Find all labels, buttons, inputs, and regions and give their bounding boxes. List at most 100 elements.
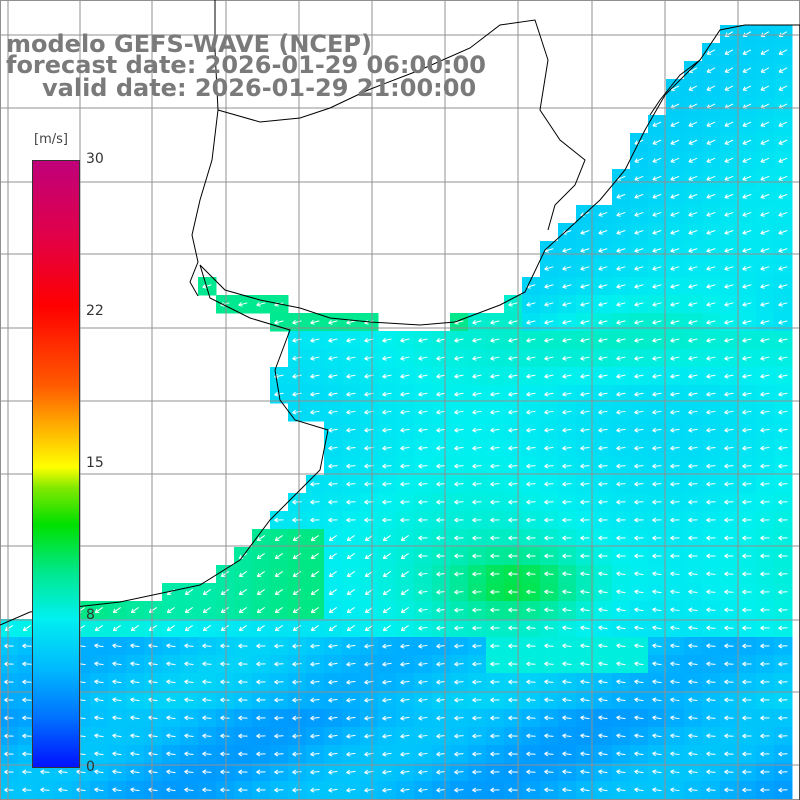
wind-arrow: [346, 661, 356, 667]
wind-arrow: [598, 607, 608, 613]
wind-arrow: [634, 211, 644, 217]
wind-arrow: [436, 607, 446, 613]
wind-arrow: [580, 625, 590, 631]
wind-arrow: [742, 301, 752, 307]
wind-arrow: [454, 679, 464, 685]
wind-arrow: [724, 679, 734, 685]
wind-arrow: [670, 248, 680, 253]
wind-arrow: [112, 697, 122, 703]
wind-arrow: [400, 643, 410, 649]
wind-arrow: [310, 553, 319, 560]
wind-arrow: [220, 661, 230, 667]
wind-arrow: [382, 391, 392, 397]
wind-arrow: [274, 571, 283, 578]
wind-arrow: [724, 391, 734, 397]
wind-arrow: [688, 337, 698, 343]
wind-arrow: [526, 535, 536, 541]
wind-arrow: [310, 589, 319, 596]
wind-arrow: [724, 67, 734, 73]
wind-arrow: [598, 463, 608, 469]
wind-arrow: [382, 553, 391, 560]
wind-arrow: [688, 139, 698, 145]
wind-arrow: [598, 211, 608, 217]
wind-arrow: [670, 733, 680, 739]
wind-arrow: [562, 607, 572, 613]
wind-arrow: [742, 517, 752, 523]
wind-arrow: [778, 337, 788, 343]
wind-arrow: [670, 553, 680, 559]
wind-arrow: [328, 715, 338, 721]
wind-arrow: [760, 571, 770, 577]
wind-arrow: [706, 230, 716, 235]
wind-arrow: [184, 697, 194, 703]
wind-arrow: [598, 751, 608, 757]
wind-arrow: [526, 499, 536, 505]
wind-arrow: [706, 337, 716, 343]
wind-arrow: [616, 193, 626, 199]
wind-arrow: [706, 553, 716, 559]
wind-arrow: [472, 499, 482, 505]
wind-arrow: [742, 175, 752, 181]
wind-arrow: [562, 301, 572, 307]
wind-arrow: [472, 535, 482, 541]
wind-arrow: [616, 517, 626, 523]
wind-arrow: [724, 445, 734, 451]
wind-arrow: [634, 409, 644, 415]
wind-arrow: [436, 373, 446, 379]
wind-arrow: [616, 769, 626, 775]
wind-arrow: [418, 337, 428, 343]
wind-arrow: [184, 715, 194, 721]
wind-arrow: [652, 337, 662, 343]
wind-arrow: [742, 319, 752, 325]
wind-arrow: [526, 553, 536, 559]
wind-arrow: [706, 571, 716, 577]
wind-arrow: [616, 283, 626, 289]
wind-arrow: [526, 607, 536, 613]
wind-arrow: [184, 625, 193, 632]
wind-arrow: [454, 391, 464, 397]
wind-arrow: [688, 571, 698, 577]
wind-arrow: [436, 463, 446, 469]
wind-arrow: [472, 571, 482, 577]
wind-arrow: [580, 266, 590, 271]
wind-arrow: [670, 661, 680, 667]
wind-arrow: [220, 589, 229, 596]
wind-arrow: [688, 661, 698, 667]
wind-arrow: [490, 337, 500, 343]
wind-arrow: [328, 751, 338, 757]
wind-arrow: [652, 139, 662, 145]
wind-arrow: [616, 553, 626, 559]
wind-arrow: [184, 769, 194, 775]
wind-arrow: [4, 733, 14, 739]
wind-arrow: [706, 589, 716, 595]
wind-arrow: [526, 517, 536, 523]
wind-arrow: [94, 643, 104, 649]
wind-arrow: [742, 679, 752, 685]
wind-arrow: [310, 625, 319, 632]
wind-arrow: [328, 661, 338, 667]
wind-arrow: [436, 553, 446, 559]
wind-arrow: [544, 355, 554, 361]
wind-arrow: [130, 787, 140, 793]
wind-arrow: [4, 769, 14, 775]
wind-arrow: [256, 697, 266, 703]
wind-arrow: [580, 248, 590, 253]
wind-arrow: [508, 553, 518, 559]
wind-arrow: [688, 535, 698, 541]
map-title-forecast-date: forecast date: 2026-01-29 06:00:00: [6, 51, 486, 79]
wind-arrow: [742, 589, 752, 595]
wind-arrow: [418, 697, 428, 703]
wind-arrow: [238, 301, 248, 307]
wind-arrow: [652, 679, 662, 685]
wind-arrow: [274, 697, 284, 703]
wind-arrow: [778, 157, 788, 163]
wind-arrow: [220, 769, 230, 775]
wind-arrow: [94, 733, 104, 739]
wind-arrow: [670, 319, 680, 325]
wind-arrow: [202, 589, 211, 596]
wind-arrow: [454, 445, 464, 451]
wind-arrow: [580, 283, 590, 289]
wind-arrow: [292, 733, 302, 739]
wind-arrow: [760, 319, 770, 325]
